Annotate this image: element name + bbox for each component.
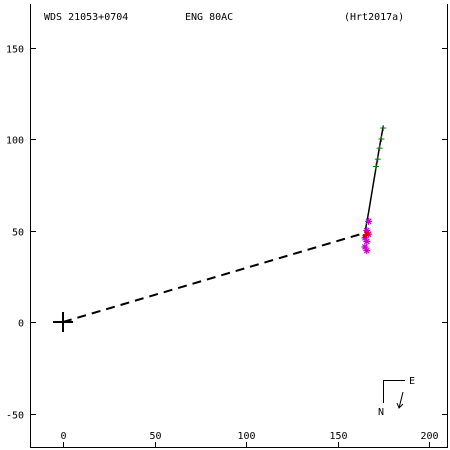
y-tick-label: 100 (6, 136, 24, 147)
orbit-path-line (364, 126, 384, 233)
compass-north-label: N (378, 407, 384, 418)
x-tick-label: 150 (329, 431, 347, 442)
y-tick-label: 50 (12, 228, 24, 239)
magenta-observation-point (365, 217, 373, 225)
x-tick-label: 200 (420, 431, 438, 442)
magenta-observation-point (363, 247, 371, 255)
green-observation-point (374, 156, 381, 163)
primary-star-marker (53, 312, 73, 332)
x-tick-label: 0 (60, 431, 66, 442)
compass-motion-arrow-icon (398, 391, 404, 409)
plot-frame (30, 4, 448, 448)
compass-east-label: E (409, 376, 415, 387)
header-reference: (Hrt2017a) (344, 12, 404, 23)
connector-line (62, 231, 368, 323)
header-designation: WDS 21053+0704 (44, 12, 128, 23)
y-ticks: -50 0 50 100 150 (6, 45, 448, 422)
compass-arrowhead-icon (396, 402, 404, 409)
y-tick-label: -50 (6, 411, 24, 422)
y-tick-label: 0 (18, 319, 24, 330)
x-tick-label: 100 (237, 431, 255, 442)
red-observations (362, 232, 369, 238)
red-observation-point (364, 232, 369, 237)
header-discoverer: ENG 80AC (185, 12, 233, 23)
green-observations (372, 125, 387, 170)
green-observation-point (372, 163, 379, 170)
y-tick-label: 150 (6, 45, 24, 56)
compass (383, 380, 405, 409)
green-observation-point (380, 125, 387, 132)
green-observation-point (376, 145, 383, 152)
green-observation-point (378, 136, 385, 142)
x-ticks: 0 50 100 150 200 (60, 431, 439, 448)
x-tick-label: 50 (149, 431, 161, 442)
magenta-observation-point (363, 237, 371, 245)
